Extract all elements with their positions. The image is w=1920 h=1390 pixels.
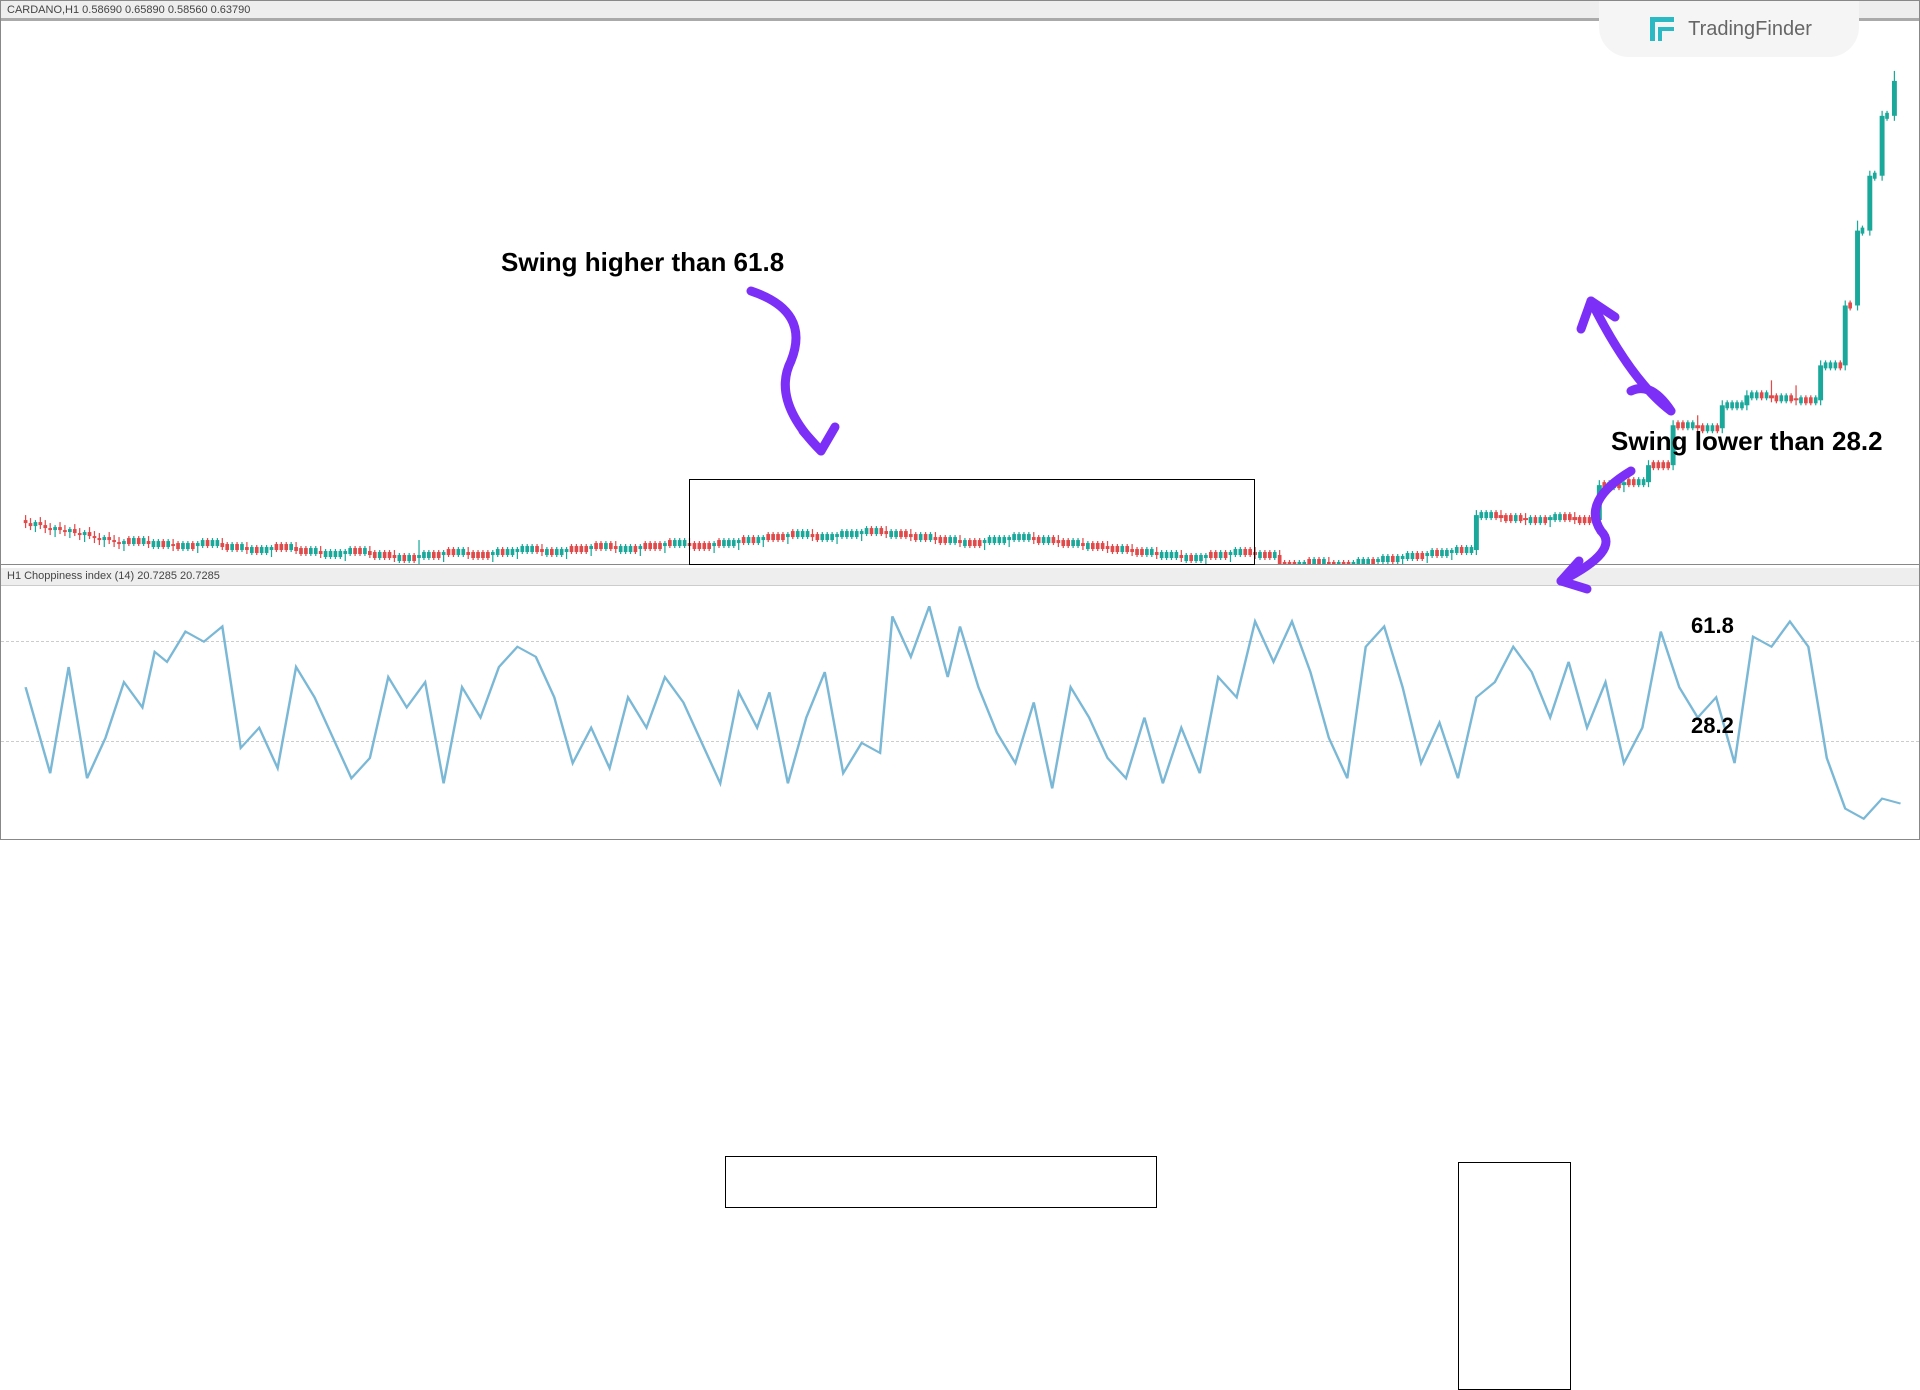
indicator-highlight-box-2 [1458,1162,1571,1390]
indicator-panel[interactable]: H1 Choppiness index (14) 20.7285 20.7285 [1,568,1919,839]
logo-text: TradingFinder [1688,18,1812,41]
level-label-upper: 61.8 [1691,613,1734,639]
price-highlight-box [689,479,1255,565]
arrow-swing-high [741,281,861,481]
tradingfinder-logo-icon [1646,13,1678,45]
indicator-highlight-box-1 [725,1156,1157,1208]
indicator-chart[interactable] [1,586,1919,839]
annotation-swing-high: Swing higher than 61.8 [501,247,784,278]
logo-badge: TradingFinder [1599,1,1859,57]
chart-container: CARDANO,H1 0.58690 0.65890 0.58560 0.637… [0,0,1920,840]
level-label-lower: 28.2 [1691,713,1734,739]
arrow-swing-low-2 [1531,461,1651,601]
arrow-swing-low-1 [1571,281,1691,431]
